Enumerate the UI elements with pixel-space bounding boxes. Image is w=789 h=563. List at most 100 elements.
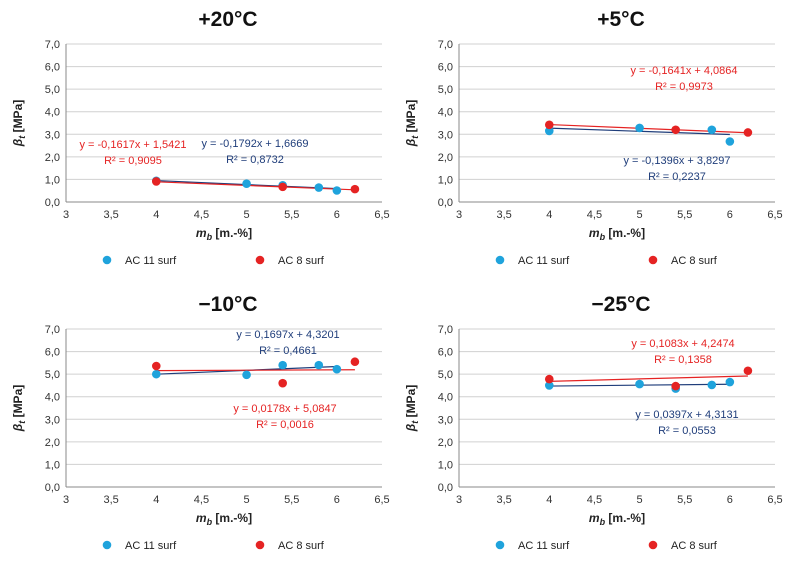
r-squared-ac8: R² = 0,9973 [655,81,713,93]
y-tick-label: 3,0 [45,129,60,141]
r-squared-ac8: R² = 0,0016 [256,419,314,431]
legend-marker-ac11 [495,540,505,550]
chart-title: +5°C [597,8,645,31]
x-axis-symbol: m [196,511,207,525]
trend-equation-ac8: y = -0,1617x + 1,5421 [79,139,186,151]
data-point-ac8 [278,378,287,388]
x-axis-unit: [m.-%] [212,511,252,525]
x-axis-subscript: b [600,232,606,242]
y-tick-label: 1,0 [438,459,453,471]
x-tick-label: 3,5 [103,209,118,221]
x-axis-unit: [m.-%] [212,226,252,240]
data-point-ac8 [743,128,753,137]
x-tick-label: 3 [456,494,462,506]
chart-panel-1: +20°C 0,0 1,0 2,0 3,0 4,0 5,0 6,0 7,0 3 3,5 4 4,5 5 5,… [11,8,390,267]
legend-label-ac8: AC 8 surf [278,255,325,267]
y-tick-label: 4,0 [438,107,453,119]
x-axis-label: mb [m.-%] [196,226,252,242]
data-point-ac8 [544,120,554,130]
y-axis-subscript: t [17,420,27,424]
legend-marker-ac8 [648,540,658,550]
x-tick-label: 5 [244,494,250,506]
trend-equation-ac11: y = 0,0397x + 4,3131 [635,409,738,421]
data-point-ac11 [242,370,251,380]
x-tick-label: 4,5 [194,494,209,506]
y-tick-label: 5,0 [438,84,453,96]
legend-marker-ac11 [495,255,505,265]
x-axis-unit: [m.-%] [605,226,645,240]
data-point-ac11 [544,381,554,390]
x-axis-unit: [m.-%] [605,511,645,525]
data-point-ac11 [314,360,324,370]
y-axis-unit: [MPa] [404,100,418,136]
y-tick-label: 1,0 [45,459,60,471]
y-tick-label: 6,0 [438,62,453,74]
data-point-ac11 [725,377,735,387]
x-tick-label: 6,5 [767,209,782,221]
legend-marker-ac11 [102,540,112,550]
y-tick-label: 7,0 [438,39,453,51]
x-tick-label: 4 [546,494,552,506]
y-axis-symbol: β [11,423,25,432]
data-point-ac11 [707,380,717,390]
y-tick-label: 1,0 [438,174,453,186]
x-tick-label: 4,5 [587,209,602,221]
data-point-ac11 [707,125,717,135]
data-point-ac11 [242,179,251,189]
y-tick-label: 0,0 [438,482,453,494]
x-tick-label: 6,5 [374,209,389,221]
y-tick-label: 3,0 [438,414,453,426]
x-tick-label: 6 [727,209,733,221]
legend-label-ac11: AC 11 surf [125,255,177,267]
y-axis-unit: [MPa] [11,385,25,421]
y-axis-label: βt [MPa] [404,385,420,432]
r-squared-ac8: R² = 0,1358 [654,354,712,366]
trendline-ac8 [156,181,355,191]
legend-label-ac11: AC 11 surf [518,255,570,267]
trend-equation-ac11: y = -0,1792x + 1,6669 [201,138,308,150]
y-tick-label: 2,0 [438,437,453,449]
r-squared-ac11: R² = 0,8732 [226,154,284,166]
x-tick-label: 4,5 [194,209,209,221]
chart-title: +20°C [198,8,257,31]
r-squared-ac11: R² = 0,4661 [259,345,317,357]
y-tick-label: 7,0 [45,39,60,51]
x-tick-label: 4 [153,209,159,221]
x-tick-label: 4 [546,209,552,221]
r-squared-ac8: R² = 0,9095 [104,155,162,167]
data-point-ac8 [151,177,161,186]
x-tick-label: 6 [334,494,340,506]
y-tick-label: 3,0 [45,414,60,426]
y-tick-label: 0,0 [438,197,453,209]
legend-marker-ac8 [255,540,265,550]
x-axis-symbol: m [196,226,207,240]
x-axis-subscript: b [600,517,606,527]
data-point-ac11 [332,364,342,374]
data-point-ac11 [278,360,287,370]
trend-equation-ac8: y = -0,1641x + 4,0864 [630,65,737,77]
data-point-ac8 [151,361,161,371]
x-axis-subscript: b [207,232,213,242]
y-tick-label: 5,0 [45,84,60,96]
data-point-ac8 [350,357,360,367]
r-squared-ac11: R² = 0,0553 [658,425,716,437]
x-tick-label: 3,5 [496,209,511,221]
data-point-ac11 [332,186,342,195]
trend-equation-ac11: y = 0,1697x + 4,3201 [236,329,339,341]
y-tick-label: 4,0 [438,392,453,404]
y-axis-unit: [MPa] [11,100,25,136]
x-tick-label: 5 [244,209,250,221]
data-point-ac11 [544,126,554,136]
x-axis-label: mb [m.-%] [589,511,645,527]
y-axis-unit: [MPa] [404,385,418,421]
y-tick-label: 2,0 [45,437,60,449]
legend-label-ac8: AC 8 surf [671,255,718,267]
x-axis-label: mb [m.-%] [196,511,252,527]
x-tick-label: 5 [637,494,643,506]
x-tick-label: 5,5 [284,494,299,506]
data-point-ac11 [725,137,735,146]
y-tick-label: 6,0 [438,347,453,359]
chart-title: −25°C [591,293,650,316]
x-tick-label: 6 [334,209,340,221]
trend-equation-ac8: y = 0,0178x + 5,0847 [233,403,336,415]
